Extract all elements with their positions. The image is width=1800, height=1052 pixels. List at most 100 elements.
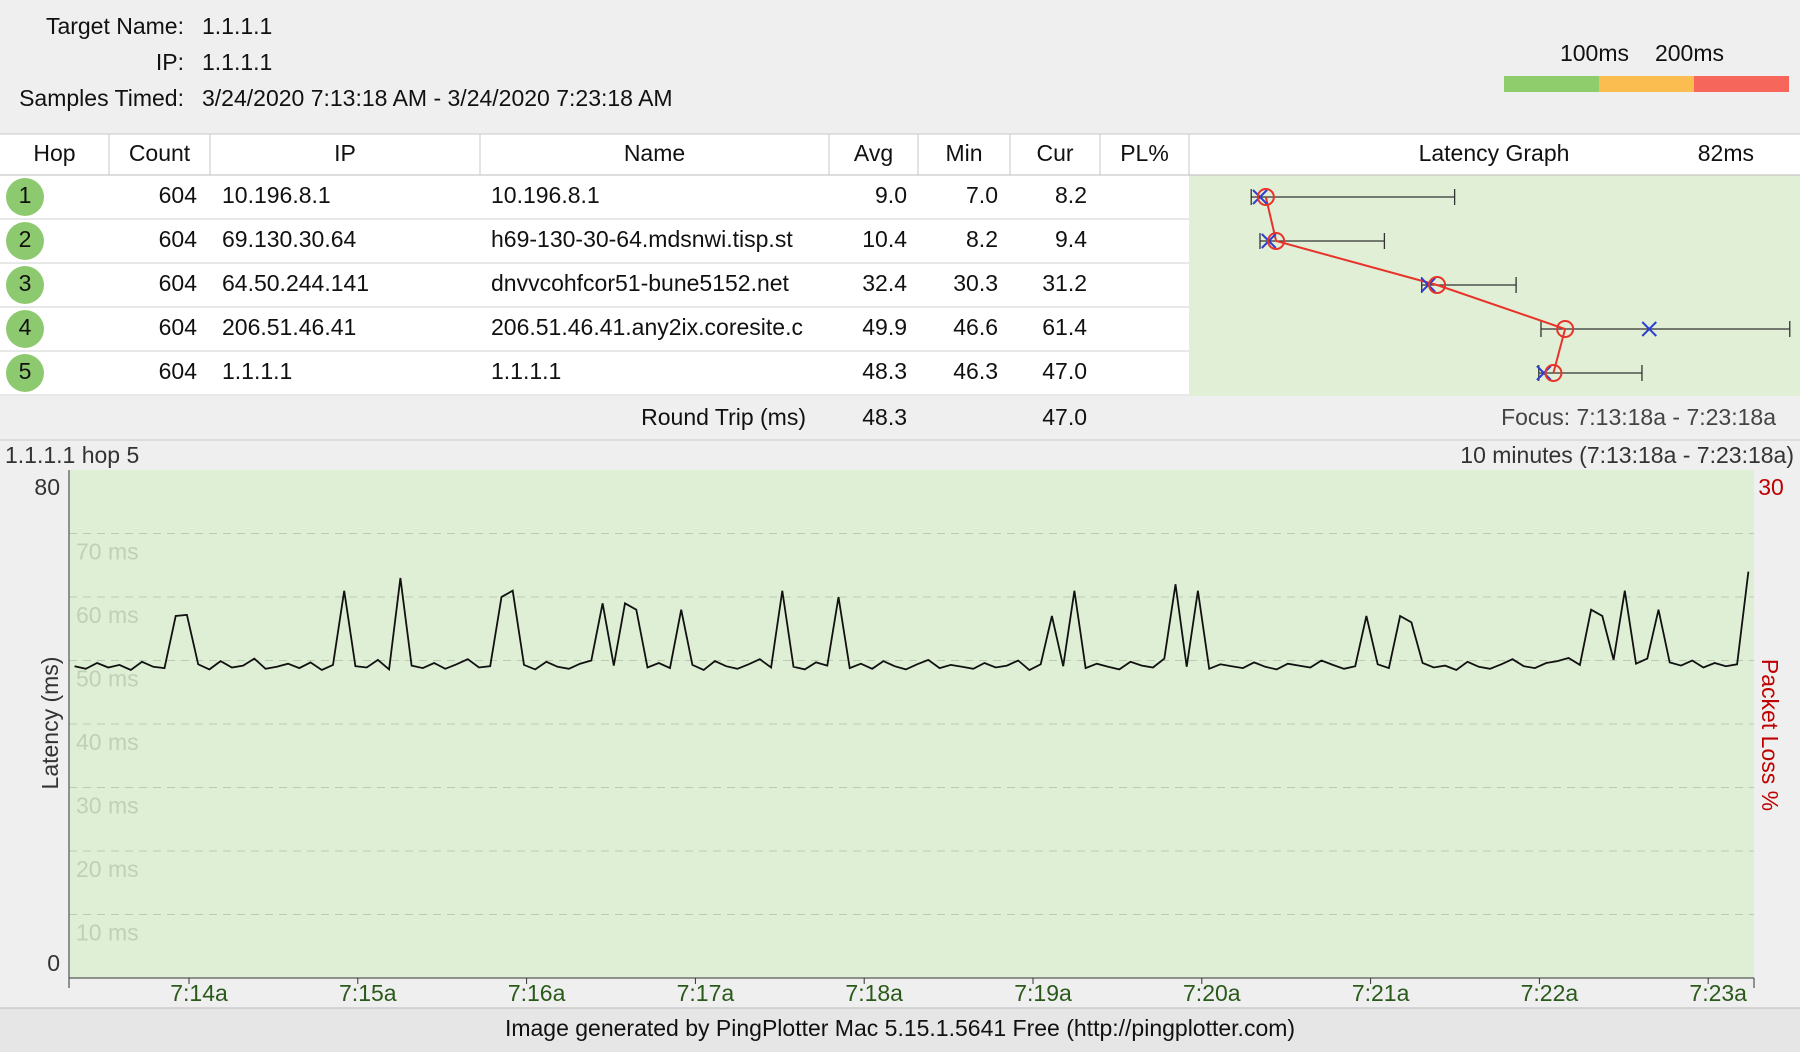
x-tick-label: 7:23a (1689, 980, 1747, 1006)
latency-line (74, 571, 1750, 672)
y2-axis-title: Packet Loss % (1757, 659, 1783, 811)
value: 1.1.1.1 (202, 49, 272, 75)
y2-tick-label: 30 (1758, 474, 1784, 500)
footer: Image generated by PingPlotter Mac 5.15.… (505, 1015, 1295, 1041)
scale-label: 200ms (1655, 40, 1724, 66)
cell: 32.4 (862, 270, 907, 296)
cell: dnvvcohfcor51-bune5152.net (491, 270, 790, 296)
value: 3/24/2020 7:13:18 AM - 3/24/2020 7:23:18… (202, 85, 673, 111)
x-tick-label: 7:22a (1521, 980, 1579, 1006)
cell: 10.196.8.1 (491, 182, 600, 208)
hop-badge (6, 310, 44, 348)
x-tick-label: 7:18a (845, 980, 903, 1006)
cell: h69-130-30-64.mdsnwi.tisp.st (491, 226, 793, 252)
avg-marker (1267, 232, 1286, 250)
avg-marker (1428, 276, 1447, 294)
scale-segment (1599, 76, 1694, 92)
cell: 1.1.1.1 (222, 358, 292, 384)
x-tick-label: 7:20a (1183, 980, 1241, 1006)
value: 48.3 (862, 404, 907, 430)
hop-badge (6, 222, 44, 260)
grid-label: 40 ms (76, 729, 139, 755)
x-tick-label: 7:16a (508, 980, 566, 1006)
footer-background (0, 1008, 1800, 1052)
grid-label: 30 ms (76, 793, 139, 819)
column-header: Cur (1036, 140, 1073, 166)
column-header: PL% (1120, 140, 1169, 166)
cell: 64.50.244.141 (222, 270, 369, 296)
column-header: Min (945, 140, 982, 166)
cell: 47.0 (1042, 358, 1087, 384)
cur-marker (1641, 321, 1657, 337)
column-header: IP (334, 140, 356, 166)
y-tick-label: 80 (34, 474, 60, 500)
cell: 61.4 (1042, 314, 1087, 340)
hop-number: 1 (19, 182, 32, 208)
label: Samples Timed: (19, 85, 184, 111)
cell: 206.51.46.41.any2ix.coresite.c (491, 314, 803, 340)
cell: 69.130.30.64 (222, 226, 357, 252)
cell: 8.2 (1055, 182, 1087, 208)
column-header: Name (624, 140, 685, 166)
hop-badge (6, 266, 44, 304)
scale-segment (1504, 76, 1599, 92)
column-header: Avg (854, 140, 893, 166)
cell: 46.3 (953, 358, 998, 384)
cell: 604 (159, 182, 198, 208)
cell: 48.3 (862, 358, 907, 384)
focus: Focus: 7:13:18a - 7:23:18a (1501, 404, 1776, 430)
grid-label: 20 ms (76, 856, 139, 882)
value: 1.1.1.1 (202, 13, 272, 39)
header-title: Latency Graph (1419, 140, 1570, 166)
cell: 604 (159, 314, 198, 340)
avg-marker (1544, 364, 1563, 382)
x-tick-label: 7:17a (677, 980, 735, 1006)
column-header: Hop (33, 140, 75, 166)
cell: 9.0 (875, 182, 907, 208)
avg-marker (1556, 320, 1575, 338)
cell: 10.4 (862, 226, 907, 252)
cell: 604 (159, 226, 198, 252)
hop-number: 5 (19, 358, 32, 384)
cur-marker (1536, 365, 1552, 381)
cell: 9.4 (1055, 226, 1087, 252)
hop-number: 4 (19, 314, 32, 340)
label: Target Name: (46, 13, 184, 39)
cell: 30.3 (953, 270, 998, 296)
grid-label: 10 ms (76, 920, 139, 946)
column-header: Count (129, 140, 191, 166)
cell: 31.2 (1042, 270, 1087, 296)
x-tick-label: 7:19a (1014, 980, 1072, 1006)
chart-subtitle: 10 minutes (7:13:18a - 7:23:18a) (1460, 442, 1794, 468)
cell: 46.6 (953, 314, 998, 340)
cell: 206.51.46.41 (222, 314, 356, 340)
label: Round Trip (ms) (641, 404, 806, 430)
label: IP: (156, 49, 184, 75)
grid-label: 50 ms (76, 666, 139, 692)
chart-title: 1.1.1.1 hop 5 (5, 442, 139, 468)
y-axis-title: Latency (ms) (37, 657, 63, 790)
header-title: 82ms (1698, 140, 1754, 166)
value: 47.0 (1042, 404, 1087, 430)
cell: 49.9 (862, 314, 907, 340)
x-tick-label: 7:15a (339, 980, 397, 1006)
cell: 7.0 (966, 182, 998, 208)
hop-number: 3 (19, 270, 32, 296)
x-tick-label: 7:14a (170, 980, 228, 1006)
x-tick-label: 7:21a (1352, 980, 1410, 1006)
cell: 604 (159, 270, 198, 296)
hop-badge (6, 178, 44, 216)
cur-marker (1252, 189, 1268, 205)
grid-label: 70 ms (76, 539, 139, 565)
hop-badge (6, 354, 44, 392)
y-tick-label: 0 (47, 950, 60, 976)
scale-label: 100ms (1560, 40, 1629, 66)
grid-label: 60 ms (76, 602, 139, 628)
cell: 1.1.1.1 (491, 358, 561, 384)
cell: 8.2 (966, 226, 998, 252)
hop-number: 2 (19, 226, 32, 252)
cell: 10.196.8.1 (222, 182, 331, 208)
scale-segment (1694, 76, 1789, 92)
